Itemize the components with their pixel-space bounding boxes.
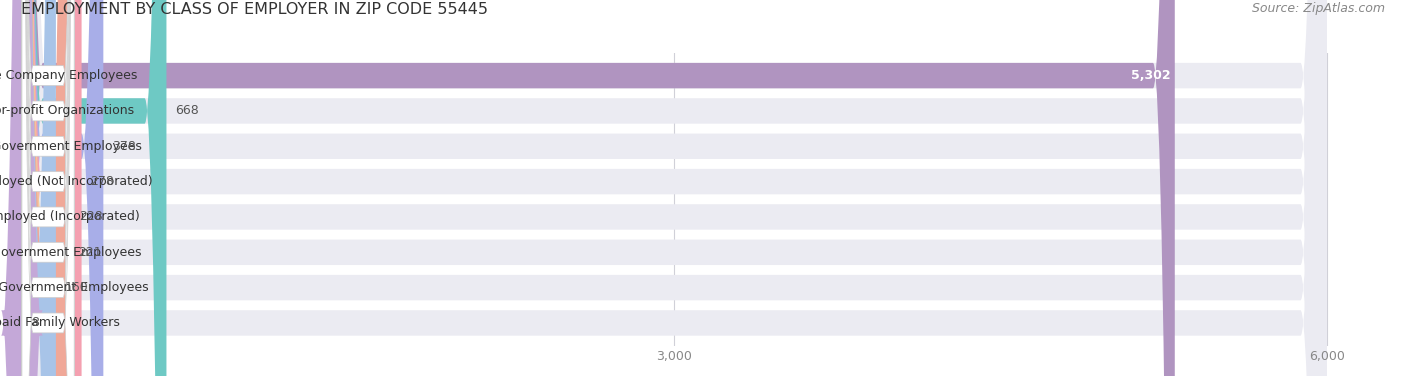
FancyBboxPatch shape [21,0,56,376]
FancyBboxPatch shape [1,0,42,376]
Text: 5,302: 5,302 [1130,69,1170,82]
FancyBboxPatch shape [22,0,75,376]
FancyBboxPatch shape [21,0,1327,376]
Text: 8: 8 [31,317,39,329]
Text: 160: 160 [65,281,89,294]
Text: 378: 378 [112,140,136,153]
Text: Private Company Employees: Private Company Employees [0,69,138,82]
FancyBboxPatch shape [21,0,1327,376]
FancyBboxPatch shape [22,0,75,376]
FancyBboxPatch shape [21,0,1327,376]
FancyBboxPatch shape [22,0,75,376]
FancyBboxPatch shape [21,0,1327,376]
Text: Unpaid Family Workers: Unpaid Family Workers [0,317,120,329]
Text: State Government Employees: State Government Employees [0,246,142,259]
FancyBboxPatch shape [22,0,75,376]
FancyBboxPatch shape [21,0,1175,376]
Text: 668: 668 [176,105,198,117]
FancyBboxPatch shape [21,0,70,376]
FancyBboxPatch shape [21,0,104,376]
Text: EMPLOYMENT BY CLASS OF EMPLOYER IN ZIP CODE 55445: EMPLOYMENT BY CLASS OF EMPLOYER IN ZIP C… [21,2,488,17]
Text: Not-for-profit Organizations: Not-for-profit Organizations [0,105,134,117]
FancyBboxPatch shape [21,0,1327,376]
FancyBboxPatch shape [21,0,69,376]
Text: 278: 278 [90,175,114,188]
Text: Federal Government Employees: Federal Government Employees [0,281,149,294]
Text: 228: 228 [79,211,103,223]
FancyBboxPatch shape [22,0,75,376]
FancyBboxPatch shape [22,0,75,376]
FancyBboxPatch shape [21,0,82,376]
FancyBboxPatch shape [21,0,1327,376]
FancyBboxPatch shape [22,0,75,376]
FancyBboxPatch shape [21,0,1327,376]
Text: Self-Employed (Incorporated): Self-Employed (Incorporated) [0,211,141,223]
Text: Source: ZipAtlas.com: Source: ZipAtlas.com [1251,2,1385,15]
Text: 221: 221 [77,246,101,259]
Text: Local Government Employees: Local Government Employees [0,140,142,153]
FancyBboxPatch shape [21,0,1327,376]
FancyBboxPatch shape [21,0,166,376]
Text: Self-Employed (Not Incorporated): Self-Employed (Not Incorporated) [0,175,153,188]
FancyBboxPatch shape [22,0,75,376]
